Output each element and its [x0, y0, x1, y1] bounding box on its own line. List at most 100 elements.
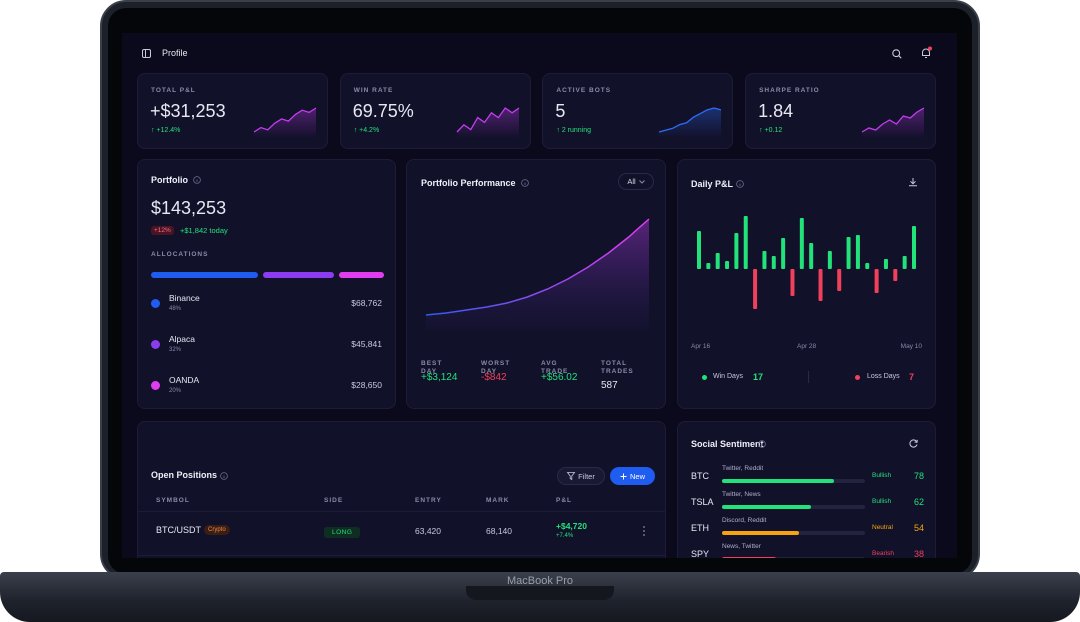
icon-part	[922, 48, 930, 56]
bar	[855, 235, 860, 269]
mood: Bearish	[872, 550, 895, 557]
allocation-dot	[151, 381, 160, 390]
stat-label: WORST DAY	[481, 360, 511, 375]
sparkline-line	[861, 107, 925, 133]
sources: Discord, Reddit	[722, 517, 767, 524]
sparkline	[253, 107, 317, 138]
info-icon	[736, 180, 744, 188]
sparkline-area	[862, 108, 925, 138]
bar	[837, 269, 842, 291]
portfolio-card: Portfolio $143,253 +12% +$1,842 today AL…	[137, 159, 396, 409]
symbol: TSLA	[691, 497, 714, 507]
score: 78	[914, 471, 925, 481]
card-title: Daily P&L	[691, 179, 734, 189]
entry-price: 63,420	[415, 526, 441, 536]
bar	[771, 256, 776, 269]
stat-label: SHARPE RATIO	[759, 87, 820, 94]
bar	[753, 269, 758, 309]
allocation-share: 48%	[169, 306, 182, 312]
score-bar	[722, 479, 834, 483]
legend-label: Loss Days	[867, 373, 900, 380]
row-divider	[138, 511, 665, 512]
symbol: BTC	[691, 471, 709, 481]
score-bar	[722, 531, 800, 535]
dashboard-screen: Profile Portfolio $143,253 +12% +$1,842 …	[122, 33, 957, 558]
bar	[902, 256, 907, 269]
bar	[725, 261, 730, 269]
bar	[734, 233, 739, 269]
stat-change: ↑ 2 running	[556, 127, 592, 134]
info-icon	[521, 179, 529, 187]
open-positions-card: Open Positions Filter New SYMBOL SIDE ENTR…	[137, 421, 666, 558]
x-label: Apr 28	[797, 343, 817, 350]
allocation-dot	[151, 299, 160, 308]
icon-part	[220, 472, 228, 480]
card-title: Portfolio Performance	[421, 178, 516, 188]
sparkline	[861, 107, 925, 138]
legend-dot	[855, 375, 860, 380]
card-title: Social Sentiment	[691, 439, 764, 449]
performance-line	[425, 218, 650, 316]
range-filter[interactable]: All	[618, 173, 654, 190]
info-icon	[758, 440, 766, 448]
bar	[762, 251, 767, 269]
bar	[781, 238, 786, 269]
new-button[interactable]: New	[610, 467, 655, 485]
stat-value: -$842	[481, 372, 507, 383]
bar	[827, 251, 832, 269]
sparkline-line	[456, 107, 520, 133]
icon-part	[909, 178, 917, 187]
side-badge: LONG	[324, 527, 361, 538]
search-button[interactable]	[892, 49, 902, 59]
filter-icon	[566, 472, 576, 481]
x-label: Apr 16	[691, 343, 711, 350]
stat-value: +$3,124	[421, 372, 458, 383]
x-label: May 10	[900, 343, 922, 350]
mood: Neutral	[872, 524, 893, 531]
pnl-percent: +7.4%	[556, 533, 574, 539]
info-icon	[193, 176, 201, 184]
download-button[interactable]	[908, 177, 918, 187]
column-header: P&L	[556, 497, 572, 504]
score: 54	[914, 523, 925, 533]
sources: News, Twitter	[722, 543, 761, 550]
bar	[912, 226, 916, 269]
button-text: Filter	[578, 471, 595, 481]
notifications-button[interactable]	[920, 46, 932, 59]
stat-value: 5	[555, 101, 566, 121]
sparkline-area	[659, 108, 722, 138]
refresh-button[interactable]	[909, 439, 918, 448]
icon-part	[643, 534, 645, 536]
score-bar	[722, 505, 811, 509]
sidebar-toggle[interactable]	[142, 49, 151, 58]
legend-count: 17	[753, 372, 764, 382]
sparkline-line	[253, 107, 317, 133]
filter-button[interactable]: Filter	[557, 467, 605, 485]
icon-part	[909, 439, 918, 448]
section-label: ALLOCATIONS	[151, 251, 209, 258]
icon-part	[914, 439, 918, 443]
icon-part	[643, 530, 645, 532]
stat-card: WIN RATE 69.75% ↑ +4.2%	[339, 73, 531, 149]
stat-label: TOTAL P&L	[151, 87, 196, 94]
daily-bars	[697, 216, 916, 309]
bar	[809, 243, 814, 269]
icon-part	[193, 176, 201, 184]
bar	[865, 263, 870, 269]
sources: Twitter, Reddit	[722, 465, 764, 472]
base-notch	[466, 586, 614, 600]
score: 62	[914, 497, 925, 507]
stat-change: ↑ +0.12	[759, 127, 783, 134]
row-menu[interactable]	[642, 526, 646, 536]
bar	[743, 216, 748, 269]
change-badge: +12%	[151, 226, 174, 235]
stat-change: ↑ +4.2%	[353, 127, 380, 134]
legend-count: 7	[909, 372, 915, 382]
allocation-dot	[151, 340, 160, 349]
stat-card: TOTAL P&L +$31,253 ↑ +12.4%	[137, 73, 328, 149]
icon-part	[758, 440, 766, 448]
icon-part	[566, 472, 576, 481]
sparkline-area	[254, 108, 316, 138]
stat-card: SHARPE RATIO 1.84 ↑ +0.12	[745, 73, 937, 149]
allocation-name: Alpaca	[169, 334, 195, 344]
